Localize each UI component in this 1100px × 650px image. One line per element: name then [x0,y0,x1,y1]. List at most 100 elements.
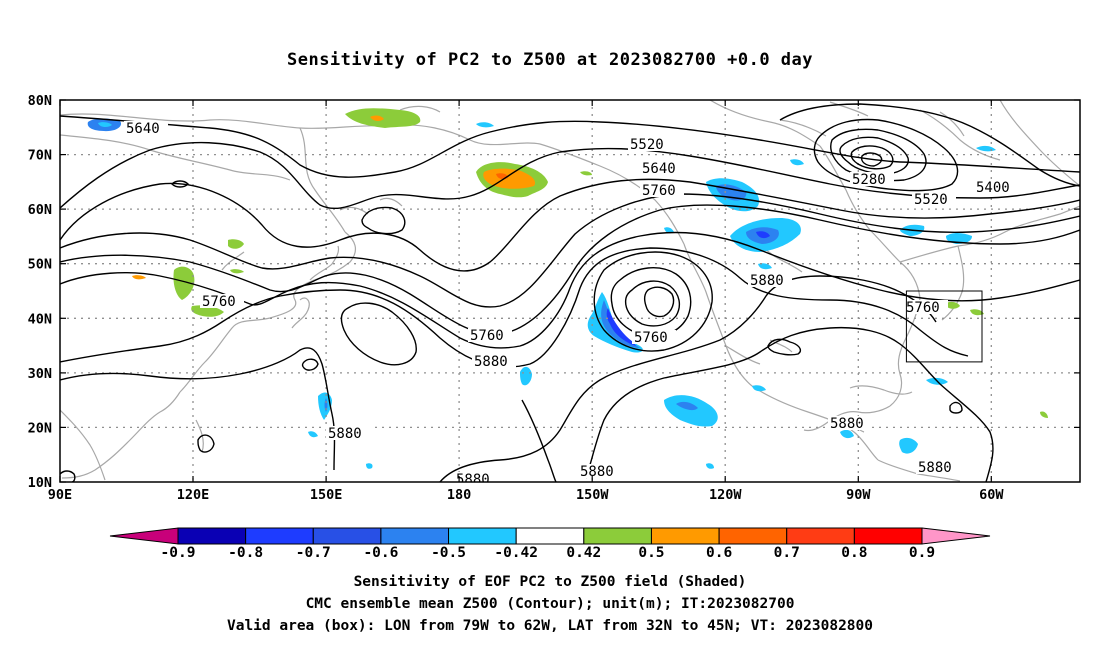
colorbar-tick-label: 0.9 [909,545,935,561]
map-frame [59,99,1081,483]
contour-line [340,302,417,366]
map-plot-area: 5640 5520 5640 5760 5280 5400 5520 5760 … [60,100,1080,488]
contour-label: 5640 [642,161,676,177]
contour-line [850,145,894,170]
contour-line [767,338,802,356]
contour-label: 5880 [474,354,508,370]
lon-label-120w: 120W [709,487,742,503]
contour-line [60,247,969,368]
contour-line [839,136,909,175]
contour-labels: 5640 5520 5640 5760 5280 5400 5520 5760 … [124,121,1018,488]
colorbar-tick-label: 0.5 [638,545,664,561]
contour-label: 5760 [906,300,940,316]
contour-label: 5760 [470,328,504,344]
colorbar-tick-label: 0.8 [841,545,867,561]
contour-label: 5880 [750,273,784,289]
contour-label: 5400 [976,180,1010,196]
colorbar-tick-label: -0.8 [228,545,263,561]
colorbar-cell [245,527,314,545]
lat-label-40n: 40N [28,311,52,327]
colorbar-cell [177,527,247,545]
lon-label-90e: 90E [48,487,72,503]
colorbar-cells [109,527,991,545]
contour-label: 5520 [630,137,664,153]
colorbar-tick-label: -0.5 [431,545,466,561]
z500-contours [60,103,1080,482]
contour-line [60,470,76,482]
lon-label-60w: 60W [979,487,1004,503]
contour-line [197,434,215,453]
contour-line [813,118,959,192]
colorbar-tick-label: 0.6 [706,545,732,561]
contour-label: 5280 [852,172,886,188]
contour-line [585,326,994,482]
contour-line [60,115,1080,178]
lon-label-120e: 120E [177,487,210,503]
colorbar-cell [380,527,450,545]
colorbar-cell [921,527,991,545]
colorbar-cell [515,527,585,545]
colorbar-tick-label: -0.7 [296,545,331,561]
tick-marks [59,99,1080,483]
lat-label-70n: 70N [28,148,52,164]
contour-line [60,141,1080,210]
contour-line [949,401,963,414]
colorbar-tick-label: -0.6 [363,545,398,561]
contour-line [60,193,1080,308]
graticule [60,100,1080,482]
lat-label-60n: 60N [28,202,52,218]
contour-label: 5640 [126,121,160,137]
contour-label: 5520 [914,192,948,208]
lon-label-90w: 90W [846,487,871,503]
caption-line-3: Valid area (box): LON from 79W to 62W, L… [226,618,873,634]
contour-line [301,358,319,371]
caption-line-2: CMC ensemble mean Z500 (Contour); unit(m… [305,596,795,612]
contour-label: 5880 [830,416,864,432]
lon-labels: 90E 120E 150E 180 150W 120W 90W 60W [48,487,1005,503]
colorbar-cell [448,527,517,545]
colorbar-cell [312,527,382,545]
contour-label: 5880 [456,472,490,488]
contour-line [361,206,406,235]
contour-line [171,180,189,188]
contour-label: 5760 [642,183,676,199]
contour-line [521,399,557,482]
contour-label: 5880 [328,426,362,442]
sensitivity-shading [87,108,1048,469]
colorbar-cell [853,527,923,545]
contour-label: 5880 [918,460,952,476]
colorbar-cell [650,527,720,545]
colorbar-cell [718,527,788,545]
lat-label-80n: 80N [28,93,52,109]
colorbar: -0.9 -0.8 -0.7 -0.6 -0.5 -0.42 0.42 0.5 0.6 0.7 0.… [109,527,991,561]
lat-label-30n: 30N [28,366,52,382]
lat-label-50n: 50N [28,257,52,273]
contour-label: 5880 [580,464,614,480]
colorbar-cell [583,527,652,545]
contour-line [60,231,1080,349]
contour-line [624,280,681,327]
lon-label-180: 180 [447,487,471,503]
contour-line [643,286,675,318]
lat-label-20n: 20N [28,420,52,436]
lat-labels: 80N 70N 60N 50N 40N 30N 20N 10N [28,93,52,491]
lon-label-150w: 150W [576,487,609,503]
contour-line [60,204,1080,336]
contour-line [60,178,1080,272]
colorbar-labels: -0.9 -0.8 -0.7 -0.6 -0.5 -0.42 0.42 0.5 0.6 0.7 0.… [161,545,936,561]
valid-area-box [905,290,983,363]
contour-line [830,128,927,182]
colorbar-tick-label: -0.9 [161,545,196,561]
colorbar-tick-label: 0.42 [566,545,601,561]
colorbar-cell [109,527,179,545]
colorbar-cell [786,527,855,545]
caption-line-1: Sensitivity of EOF PC2 to Z500 field (Sh… [353,574,747,590]
contour-label: 5760 [202,294,236,310]
contour-line [860,152,883,167]
lat-label-10n: 10N [28,475,52,491]
contour-line [779,103,1080,187]
contour-line [60,347,336,471]
colorbar-tick-label: 0.7 [774,545,800,561]
lon-label-150e: 150E [310,487,343,503]
